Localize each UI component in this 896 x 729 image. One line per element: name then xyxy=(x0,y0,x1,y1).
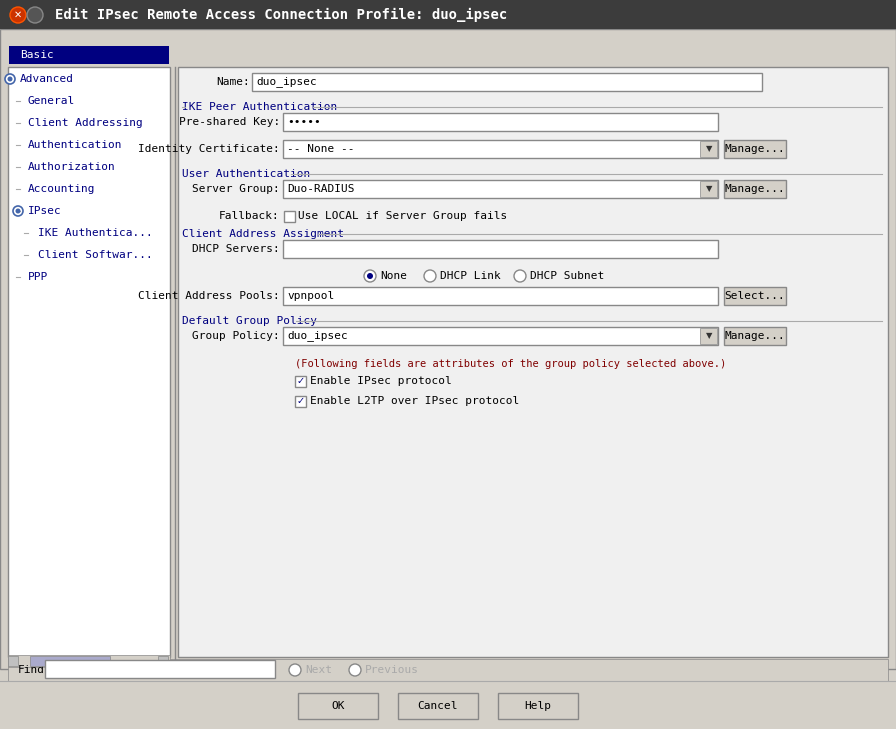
Text: Authentication: Authentication xyxy=(28,140,123,150)
FancyBboxPatch shape xyxy=(283,327,718,345)
FancyBboxPatch shape xyxy=(724,287,786,305)
Circle shape xyxy=(10,7,26,23)
FancyBboxPatch shape xyxy=(178,67,888,657)
Text: ✓: ✓ xyxy=(297,376,305,386)
Text: IPsec: IPsec xyxy=(28,206,62,216)
FancyBboxPatch shape xyxy=(0,29,896,669)
Text: IKE Peer Authentication: IKE Peer Authentication xyxy=(182,102,337,112)
Text: Enable IPsec protocol: Enable IPsec protocol xyxy=(310,376,452,386)
Text: ▼: ▼ xyxy=(706,184,712,193)
Circle shape xyxy=(367,273,373,279)
FancyBboxPatch shape xyxy=(0,681,896,729)
FancyBboxPatch shape xyxy=(295,396,306,407)
Text: Use LOCAL if Server Group fails: Use LOCAL if Server Group fails xyxy=(298,211,507,221)
Text: DHCP Servers:: DHCP Servers: xyxy=(193,244,280,254)
Text: OK: OK xyxy=(332,701,345,711)
Circle shape xyxy=(15,208,21,214)
Text: Client Address Pools:: Client Address Pools: xyxy=(138,291,280,301)
Text: DHCP Link: DHCP Link xyxy=(440,271,501,281)
Text: Name:: Name: xyxy=(216,77,250,87)
Text: Authorization: Authorization xyxy=(28,162,116,172)
FancyBboxPatch shape xyxy=(283,240,718,258)
Text: Accounting: Accounting xyxy=(28,184,96,194)
Text: Cancel: Cancel xyxy=(418,701,458,711)
Text: Previous: Previous xyxy=(365,665,419,675)
Text: Basic: Basic xyxy=(20,50,54,60)
Text: Duo-RADIUS: Duo-RADIUS xyxy=(287,184,355,194)
Text: General: General xyxy=(28,96,75,106)
Text: Client Softwar...: Client Softwar... xyxy=(38,250,152,260)
Circle shape xyxy=(13,206,23,216)
Text: ▼: ▼ xyxy=(706,332,712,340)
FancyBboxPatch shape xyxy=(724,327,786,345)
Text: Manage...: Manage... xyxy=(725,331,786,341)
FancyBboxPatch shape xyxy=(298,693,378,719)
Text: Client Addressing: Client Addressing xyxy=(28,118,142,128)
Text: Group Policy:: Group Policy: xyxy=(193,331,280,341)
Text: •••••: ••••• xyxy=(287,117,321,127)
Circle shape xyxy=(7,77,13,82)
Circle shape xyxy=(5,74,15,84)
Text: ▼: ▼ xyxy=(706,144,712,154)
Text: IKE Authentica...: IKE Authentica... xyxy=(38,228,152,238)
FancyBboxPatch shape xyxy=(700,328,717,344)
Text: Advanced: Advanced xyxy=(20,74,74,84)
Text: duo_ipsec: duo_ipsec xyxy=(256,77,317,87)
FancyBboxPatch shape xyxy=(724,180,786,198)
Circle shape xyxy=(364,270,376,282)
FancyBboxPatch shape xyxy=(252,73,762,91)
FancyBboxPatch shape xyxy=(8,67,170,657)
FancyBboxPatch shape xyxy=(284,211,295,222)
Text: ✓: ✓ xyxy=(297,396,305,406)
FancyBboxPatch shape xyxy=(30,656,110,666)
Text: Identity Certificate:: Identity Certificate: xyxy=(138,144,280,154)
Text: duo_ipsec: duo_ipsec xyxy=(287,330,348,341)
FancyBboxPatch shape xyxy=(398,693,478,719)
Text: (Following fields are attributes of the group policy selected above.): (Following fields are attributes of the … xyxy=(295,359,727,369)
Circle shape xyxy=(27,7,43,23)
FancyBboxPatch shape xyxy=(700,141,717,157)
Text: Enable L2TP over IPsec protocol: Enable L2TP over IPsec protocol xyxy=(310,396,520,406)
FancyBboxPatch shape xyxy=(8,655,170,667)
FancyBboxPatch shape xyxy=(724,140,786,158)
Text: Fallback:: Fallback: xyxy=(220,211,280,221)
Text: Edit IPsec Remote Access Connection Profile: duo_ipsec: Edit IPsec Remote Access Connection Prof… xyxy=(55,8,507,22)
Text: None: None xyxy=(380,271,407,281)
Text: Select...: Select... xyxy=(725,291,786,301)
FancyBboxPatch shape xyxy=(9,46,169,64)
FancyBboxPatch shape xyxy=(8,656,18,666)
FancyBboxPatch shape xyxy=(45,660,275,678)
FancyBboxPatch shape xyxy=(8,659,888,681)
Circle shape xyxy=(349,664,361,676)
FancyBboxPatch shape xyxy=(295,375,306,386)
Text: -- None --: -- None -- xyxy=(287,144,355,154)
Circle shape xyxy=(289,664,301,676)
Circle shape xyxy=(514,270,526,282)
FancyBboxPatch shape xyxy=(283,287,718,305)
Text: ✕: ✕ xyxy=(14,10,22,20)
Text: PPP: PPP xyxy=(28,272,48,282)
Text: Find:: Find: xyxy=(18,665,52,675)
Text: Help: Help xyxy=(524,701,552,711)
Text: Default Group Policy: Default Group Policy xyxy=(182,316,317,326)
Text: User Authentication: User Authentication xyxy=(182,169,310,179)
Circle shape xyxy=(424,270,436,282)
FancyBboxPatch shape xyxy=(283,140,718,158)
Text: Server Group:: Server Group: xyxy=(193,184,280,194)
FancyBboxPatch shape xyxy=(283,180,718,198)
Text: Pre-shared Key:: Pre-shared Key: xyxy=(178,117,280,127)
FancyBboxPatch shape xyxy=(700,181,717,197)
Text: DHCP Subnet: DHCP Subnet xyxy=(530,271,604,281)
FancyBboxPatch shape xyxy=(0,0,896,29)
Text: Manage...: Manage... xyxy=(725,184,786,194)
FancyBboxPatch shape xyxy=(158,656,168,666)
FancyBboxPatch shape xyxy=(498,693,578,719)
Text: Next: Next xyxy=(305,665,332,675)
Text: Manage...: Manage... xyxy=(725,144,786,154)
FancyBboxPatch shape xyxy=(283,113,718,131)
Text: Client Address Assigment: Client Address Assigment xyxy=(182,229,344,239)
Text: vpnpool: vpnpool xyxy=(287,291,334,301)
